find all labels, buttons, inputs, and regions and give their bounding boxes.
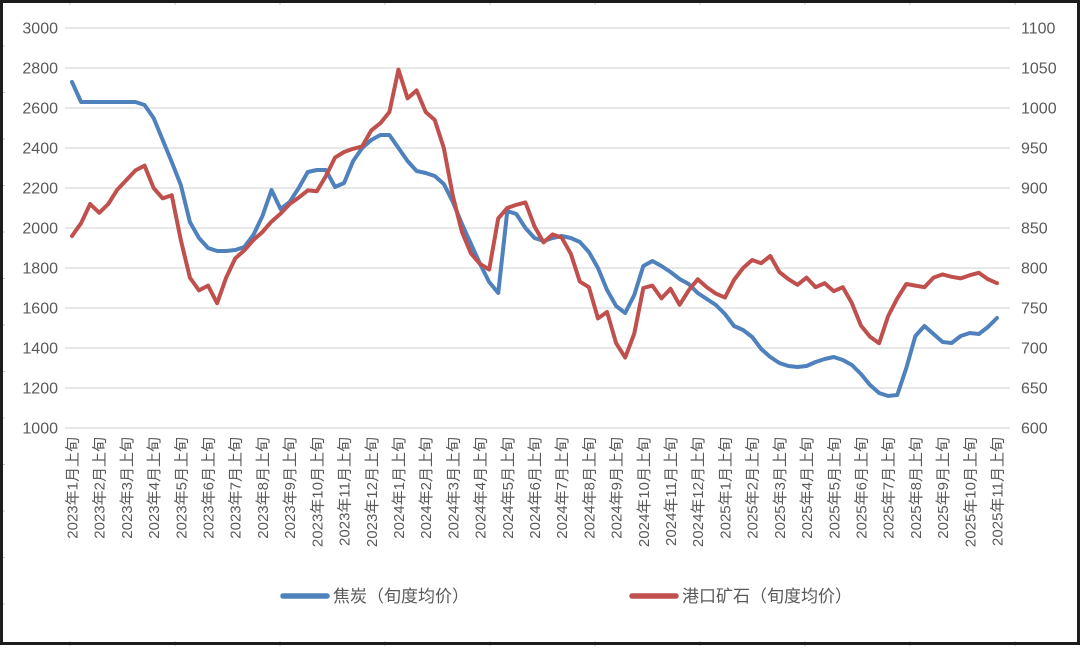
right-axis-tick-label: 850: [1021, 221, 1048, 238]
x-axis-tick-label: 2023年3月上旬: [119, 437, 136, 539]
x-axis-tick-label: 2023年11月上旬: [337, 437, 354, 546]
left-axis-tick-label: 1000: [22, 421, 58, 438]
x-axis-tick-label: 2024年9月上旬: [609, 437, 626, 539]
x-axis-tick-label: 2025年10月上旬: [962, 437, 979, 547]
x-axis-tick-label: 2024年4月上旬: [473, 437, 490, 539]
x-axis-tick-label: 2023年12月上旬: [364, 437, 381, 547]
x-axis-tick-label: 2024年3月上旬: [445, 437, 462, 539]
left-axis-tick-label: 2800: [22, 61, 58, 78]
right-axis-tick-label: 1050: [1021, 61, 1057, 78]
right-axis-tick-label: 1100: [1021, 21, 1056, 38]
x-axis-tick-label: 2025年8月上旬: [908, 437, 925, 539]
x-axis-tick-label: 2024年5月上旬: [500, 437, 517, 539]
legend-label: 港口矿石（旬度均价）: [682, 587, 852, 606]
right-axis-tick-label: 700: [1021, 341, 1048, 358]
x-axis-tick-label: 2023年1月上旬: [65, 437, 82, 539]
x-axis-tick-label: 2024年6月上旬: [527, 437, 544, 539]
x-axis-tick-label: 2023年9月上旬: [282, 437, 299, 539]
left-axis-tick-label: 2200: [22, 181, 58, 198]
x-axis-tick-label: 2023年5月上旬: [173, 437, 190, 539]
legend-label: 焦炭（旬度均价）: [333, 587, 469, 606]
x-axis-tick-label: 2024年11月上旬: [663, 437, 680, 546]
left-axis-tick-label: 2000: [22, 221, 58, 238]
x-axis-tick-label: 2025年2月上旬: [745, 437, 762, 539]
left-axis-tick-label: 1400: [22, 341, 58, 358]
x-axis-tick-label: 2025年9月上旬: [935, 437, 952, 539]
x-axis-tick-label: 2025年7月上旬: [881, 437, 898, 539]
x-axis-tick-label: 2024年12月上旬: [690, 437, 707, 547]
x-axis-tick-label: 2023年8月上旬: [255, 437, 272, 539]
series-line-coke: [70, 80, 999, 398]
left-axis-tick-label: 1200: [22, 381, 58, 398]
right-axis-tick-label: 600: [1021, 421, 1048, 438]
x-axis-tick-label: 2023年6月上旬: [201, 437, 218, 539]
x-axis-tick-label: 2023年2月上旬: [92, 437, 109, 539]
x-axis-tick-label: 2025年1月上旬: [717, 437, 734, 539]
right-axis-tick-label: 750: [1021, 301, 1048, 318]
left-axis-tick-label: 3000: [22, 21, 58, 38]
left-axis-tick-label: 1800: [22, 261, 58, 278]
right-axis-tick-label: 650: [1021, 381, 1048, 398]
right-axis-tick-label: 900: [1021, 181, 1048, 198]
series-line-ore: [70, 67, 999, 360]
left-axis-tick-label: 2400: [22, 141, 58, 158]
left-axis-tick-label: 2600: [22, 101, 58, 118]
x-axis-tick-label: 2024年8月上旬: [581, 437, 598, 539]
x-axis-tick-label: 2025年4月上旬: [799, 437, 816, 539]
right-axis-tick-label: 800: [1021, 261, 1048, 278]
x-axis-tick-label: 2023年4月上旬: [146, 437, 163, 539]
right-axis-tick-label: 950: [1021, 141, 1048, 158]
x-axis-tick-label: 2025年3月上旬: [772, 437, 789, 539]
x-axis-tick-label: 2024年1月上旬: [391, 437, 408, 539]
x-axis-tick-label: 2024年7月上旬: [554, 437, 571, 539]
x-axis-tick-label: 2025年6月上旬: [853, 437, 870, 539]
x-axis-tick-label: 2024年2月上旬: [418, 437, 435, 539]
x-axis-tick-label: 2025年11月上旬: [990, 437, 1007, 546]
right-axis-tick-label: 1000: [1021, 101, 1057, 118]
x-axis-tick-label: 2025年5月上旬: [826, 437, 843, 539]
x-axis-tick-label: 2024年10月上旬: [636, 437, 653, 547]
x-axis-tick-label: 2023年10月上旬: [309, 437, 326, 547]
left-axis-tick-label: 1600: [22, 301, 58, 318]
x-axis-tick-label: 2023年7月上旬: [228, 437, 245, 539]
